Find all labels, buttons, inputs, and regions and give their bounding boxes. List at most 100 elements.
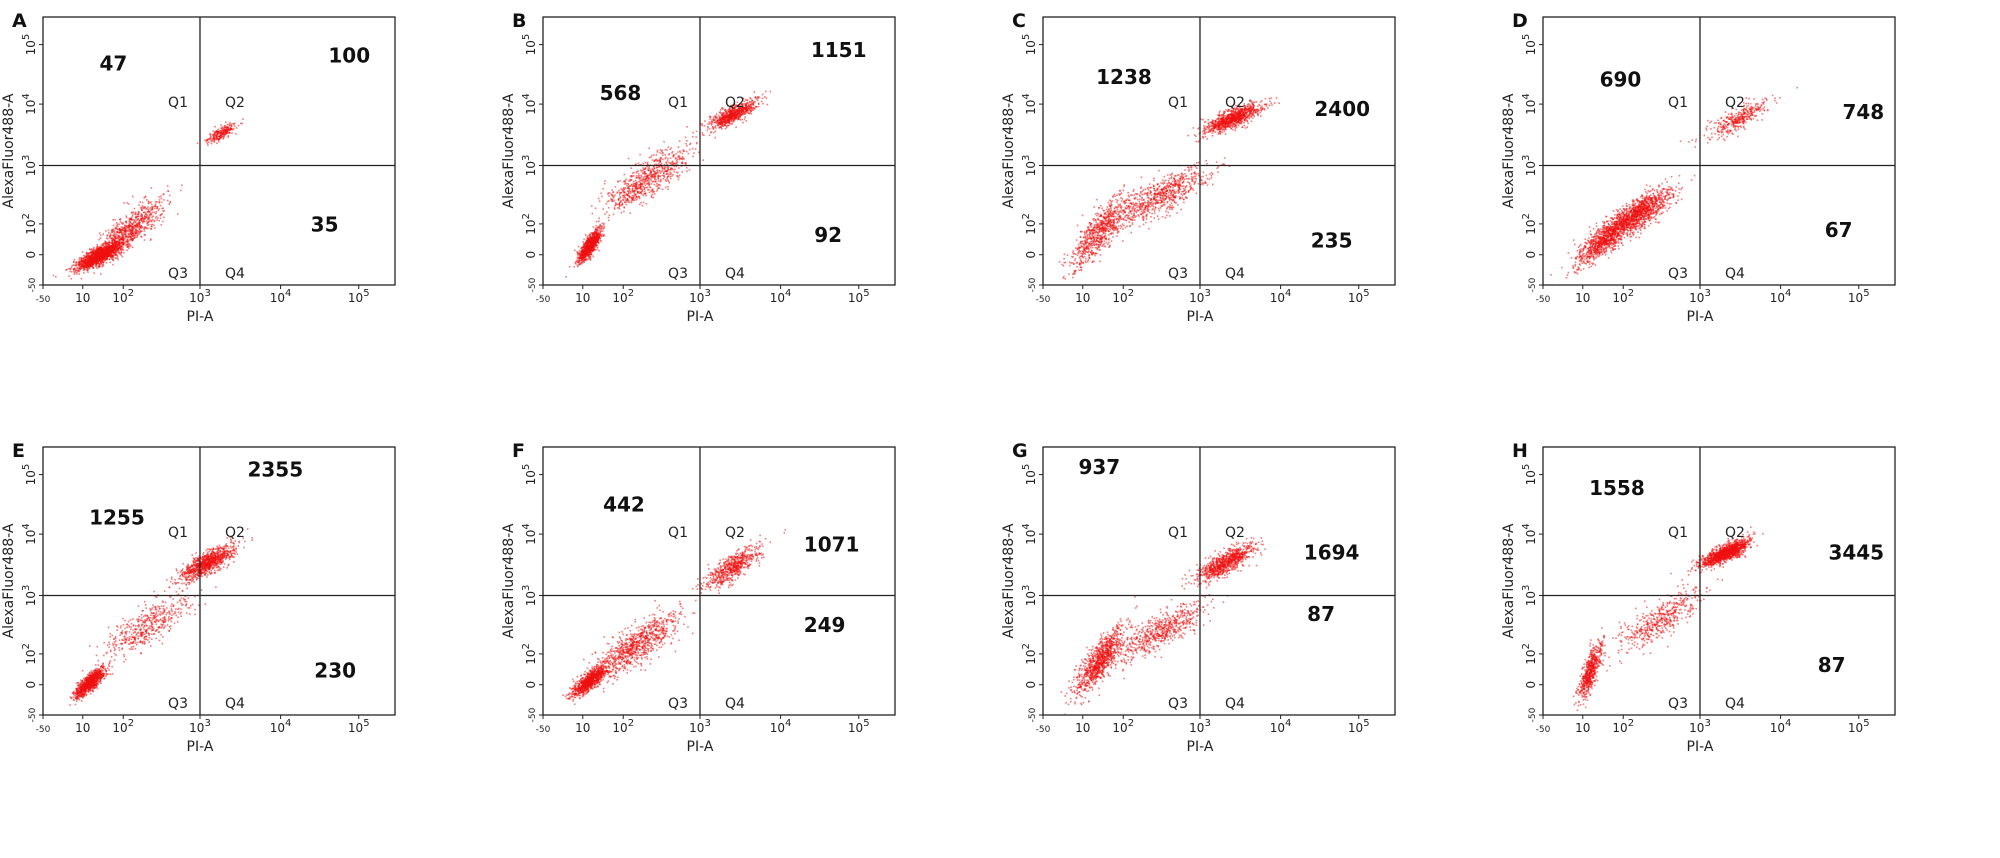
event-dot [670, 177, 672, 180]
event-dot [578, 253, 580, 256]
x-axis-title: PI-A [687, 309, 714, 325]
event-dot [588, 249, 591, 252]
event-dot [1109, 233, 1111, 235]
event-dot [148, 216, 151, 219]
event-dot [583, 249, 586, 251]
quadrant-label-q2: Q2 [725, 95, 745, 111]
event-dot [672, 155, 675, 157]
event-dot [711, 121, 714, 124]
event-dot [581, 255, 583, 258]
event-dot [169, 200, 172, 203]
event-dot [106, 243, 108, 246]
event-dot [709, 118, 711, 120]
event-dot [632, 185, 635, 187]
event-dot [631, 191, 634, 193]
plot-frame [42, 16, 396, 286]
event-dot [602, 208, 604, 210]
event-dot [95, 251, 97, 253]
event-dot [689, 143, 691, 146]
event-dot [136, 235, 139, 237]
event-dot [580, 246, 583, 249]
event-dot [708, 128, 711, 130]
event-dot [596, 248, 598, 251]
event-dot [737, 110, 739, 113]
event-dot [608, 195, 610, 197]
event-dot [646, 183, 649, 185]
event-dot [633, 192, 636, 195]
event-dot [147, 221, 149, 224]
event-dot [597, 232, 599, 234]
event-dot [154, 227, 156, 229]
event-dot [99, 248, 102, 251]
event-dot [585, 258, 588, 260]
event-dot [612, 195, 614, 198]
x-tick-label: -50 [536, 295, 551, 305]
event-dot [656, 159, 659, 162]
event-dot [599, 230, 602, 233]
event-dot [137, 226, 140, 228]
event-dot [685, 143, 687, 145]
event-dot [119, 245, 121, 248]
event-dot [739, 106, 742, 108]
event-dot [144, 196, 147, 198]
event-dot [153, 220, 155, 223]
y-tick-label-group: 102 [21, 213, 38, 235]
event-dot [743, 108, 746, 110]
event-dot [102, 244, 105, 247]
event-dot [144, 214, 146, 217]
event-dot [125, 220, 127, 223]
event-dot [129, 235, 132, 237]
event-dot [98, 257, 100, 259]
event-dot [149, 202, 151, 204]
event-dot [733, 115, 735, 118]
event-dot [594, 249, 596, 251]
event-dot [127, 226, 130, 229]
event-dot [146, 216, 149, 219]
event-dot [656, 151, 659, 153]
event-dot [585, 243, 588, 246]
event-dot [737, 114, 739, 117]
event-dot [729, 108, 731, 111]
event-dot [137, 230, 139, 232]
event-dot [745, 104, 747, 106]
event-dot [636, 190, 639, 193]
event-dot [150, 223, 153, 226]
event-dot [734, 116, 736, 119]
event-dot [623, 210, 625, 213]
event-dot [131, 235, 134, 237]
event-dot [731, 109, 734, 111]
event-dot [634, 179, 637, 182]
event-dot [121, 232, 123, 234]
event-dot [228, 123, 230, 126]
event-dot [678, 156, 681, 159]
event-dot [144, 216, 146, 218]
count-q1: 47 [99, 52, 127, 76]
event-dot [135, 222, 138, 225]
event-dot [715, 113, 718, 116]
y-tick-label: 103 [521, 155, 538, 177]
event-dot [131, 219, 134, 221]
event-dot [612, 197, 615, 199]
event-dot [627, 190, 629, 192]
quadrant-label-q1: Q1 [668, 95, 688, 111]
event-dot [217, 138, 220, 140]
event-dot [679, 151, 682, 154]
event-dot [623, 191, 625, 193]
event-dot [751, 106, 753, 109]
event-dot [710, 119, 713, 121]
event-dot [742, 112, 744, 115]
event-dot [620, 211, 623, 214]
event-dot [667, 166, 670, 169]
event-dot [589, 257, 592, 260]
event-dot [102, 249, 105, 252]
event-dot [85, 255, 88, 257]
y-tick-label: 104 [21, 93, 38, 115]
event-dot [96, 258, 98, 260]
event-dot [128, 239, 131, 241]
event-dot [638, 190, 641, 193]
event-dot [213, 141, 216, 143]
event-dot [667, 180, 670, 183]
event-dot [757, 97, 760, 99]
event-dot [747, 104, 750, 106]
